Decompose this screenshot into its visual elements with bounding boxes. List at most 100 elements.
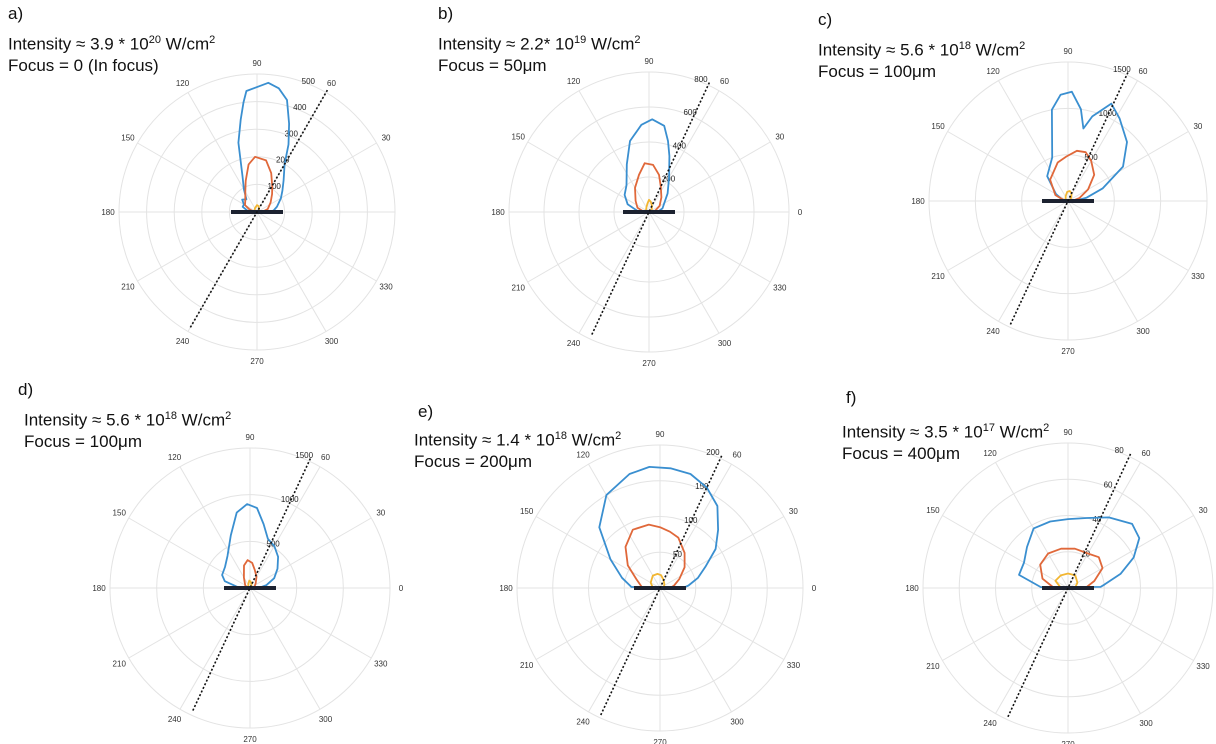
grid-spoke — [659, 587, 732, 713]
radial-tick-label: 300 — [285, 129, 299, 138]
angle-tick-label: 240 — [176, 337, 190, 346]
angle-tick-label: 30 — [376, 509, 385, 518]
series-line-outer — [1018, 516, 1141, 588]
angle-tick-label: 120 — [176, 79, 190, 88]
intensity-caption: Intensity ≈ 2.2* 1019 W/cm2 — [438, 34, 641, 54]
polar-chart-a: a) Intensity ≈ 3.9 * 1020 W/cm2 Focus = … — [0, 0, 400, 372]
radial-tick-label: 400 — [293, 103, 307, 112]
panel-label: c) — [818, 10, 833, 29]
grid-spoke — [648, 211, 720, 334]
angle-tick-label: 120 — [576, 451, 590, 460]
focus-caption: Focus = 400μm — [842, 444, 960, 463]
angle-tick-label: 180 — [905, 584, 919, 593]
angle-tick-label: 120 — [567, 77, 581, 86]
angle-tick-label: 120 — [986, 67, 1000, 76]
grid-spoke — [535, 587, 661, 660]
radial-tick-label: 1000 — [281, 495, 299, 504]
grid-spoke — [1067, 515, 1194, 589]
angle-tick-label: 30 — [382, 134, 391, 143]
angle-tick-label: 240 — [567, 339, 581, 348]
polar-plot: 90 60 30 120 150 180 210 240 270 300 330 100 200 300 4… — [101, 59, 396, 366]
series-line-middle — [244, 155, 274, 213]
angle-tick-label: 300 — [319, 715, 333, 724]
grid-spoke — [1067, 587, 1141, 714]
polar-chart-d: d) Intensity ≈ 5.6 * 1018 W/cm2 Focus = … — [0, 372, 410, 744]
series-line-middle — [624, 523, 686, 589]
grid-spoke — [578, 211, 650, 334]
angle-tick-label: 210 — [113, 660, 127, 669]
angle-tick-label: 90 — [1064, 428, 1073, 437]
angle-tick-label: 210 — [121, 283, 135, 292]
laser-axis-line — [188, 89, 329, 330]
angle-tick-label: 270 — [653, 738, 667, 744]
radial-tick-label: 20 — [1081, 550, 1090, 559]
angle-tick-label: 150 — [113, 509, 127, 518]
angle-tick-label: 180 — [101, 208, 115, 217]
intensity-caption: Intensity ≈ 3.9 * 1020 W/cm2 — [8, 34, 216, 54]
polar-plot: 9060300120150180210240270300330500100015… — [92, 433, 403, 744]
grid-spoke — [256, 211, 327, 332]
grid-spoke — [535, 516, 661, 589]
angle-tick-label: 90 — [1064, 47, 1073, 56]
angle-tick-label: 60 — [327, 79, 336, 88]
focus-caption: Focus = 50μm — [438, 56, 547, 75]
angle-tick-label: 270 — [642, 359, 656, 368]
laser-axis-line — [191, 458, 312, 713]
grid-spoke — [1067, 200, 1138, 322]
polar-plot: 9060300120150180210240270300330200400600… — [491, 57, 803, 368]
angle-tick-label: 270 — [250, 357, 264, 366]
radial-tick-label: 500 — [1084, 153, 1098, 162]
angle-tick-label: 180 — [92, 584, 106, 593]
angle-tick-label: 0 — [798, 208, 803, 217]
focus-caption: Focus = 100μm — [818, 62, 936, 81]
angle-tick-label: 180 — [911, 197, 925, 206]
grid-spoke — [1067, 200, 1189, 271]
grid-spoke — [995, 587, 1069, 714]
angle-tick-label: 330 — [787, 661, 801, 670]
grid-spoke — [527, 141, 650, 213]
focus-caption: Focus = 200μm — [414, 452, 532, 471]
angle-tick-label: 60 — [321, 453, 330, 462]
panel-label: d) — [18, 380, 34, 399]
radial-tick-label: 50 — [673, 550, 682, 559]
angle-tick-label: 240 — [983, 719, 997, 728]
grid-spoke — [578, 90, 650, 213]
radial-tick-label: 800 — [694, 75, 708, 84]
angle-tick-label: 120 — [983, 449, 997, 458]
grid-spoke — [249, 587, 321, 710]
series-line-middle — [1039, 547, 1104, 589]
series-line-outer — [598, 466, 719, 588]
radial-tick-label: 60 — [1104, 481, 1113, 490]
grid-spoke — [249, 517, 372, 589]
polar-chart-b: b) Intensity ≈ 2.2* 1019 W/cm2 Focus = 5… — [430, 0, 820, 372]
intensity-caption: Intensity ≈ 5.6 * 1018 W/cm2 — [24, 410, 232, 430]
angle-tick-label: 150 — [520, 507, 534, 516]
series-line-outer — [1046, 90, 1128, 202]
grid-spoke — [137, 142, 258, 213]
panel-label: b) — [438, 4, 454, 23]
grid-spoke — [947, 200, 1069, 271]
angle-tick-label: 330 — [773, 284, 787, 293]
angle-tick-label: 270 — [1061, 347, 1075, 356]
panel-label: e) — [418, 402, 434, 421]
angle-tick-label: 330 — [1191, 272, 1205, 281]
grid-spoke — [1067, 587, 1194, 661]
radial-tick-label: 100 — [268, 182, 282, 191]
angle-tick-label: 300 — [730, 717, 744, 726]
angle-tick-label: 150 — [931, 122, 945, 131]
grid-spoke — [659, 587, 785, 660]
series-line-middle — [1049, 149, 1096, 202]
grid-spoke — [128, 517, 251, 589]
angle-tick-label: 150 — [121, 134, 135, 143]
angle-tick-label: 300 — [718, 339, 732, 348]
angle-tick-label: 30 — [775, 133, 784, 142]
angle-tick-label: 270 — [243, 735, 257, 744]
angle-tick-label: 300 — [1136, 327, 1150, 336]
grid-spoke — [942, 515, 1069, 589]
angle-tick-label: 90 — [246, 433, 255, 442]
angle-tick-label: 0 — [812, 584, 817, 593]
series-line-middle — [634, 162, 663, 213]
angle-tick-label: 210 — [926, 662, 940, 671]
radial-tick-label: 200 — [706, 448, 720, 457]
intensity-caption: Intensity ≈ 5.6 * 1018 W/cm2 — [818, 40, 1026, 60]
